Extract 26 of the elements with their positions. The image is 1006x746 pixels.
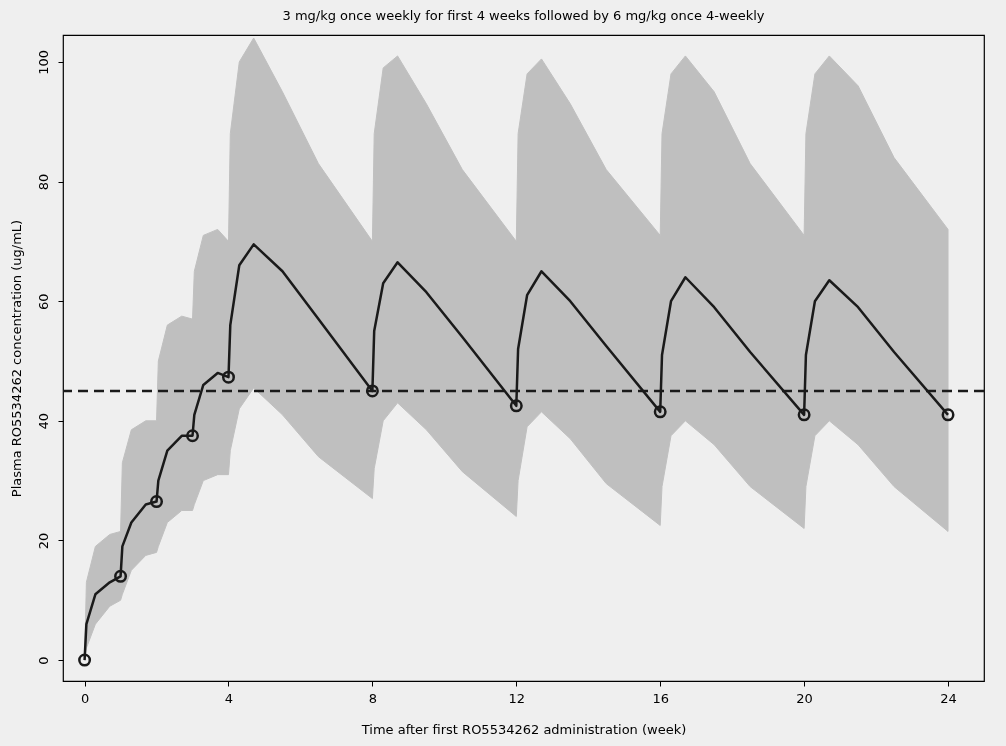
y-tick-label: 80 [35,173,51,191]
y-tick-label: 60 [35,293,51,310]
point [186,429,200,443]
chart-title: 3 mg/kg once weekly for first 4 weeks followed by 6 mg/kg once 4-weekly [282,8,765,23]
point [114,569,128,583]
x-axis-title: Time after first RO5534262 administration (week) [360,721,687,737]
y-tick-label: 40 [35,413,51,430]
x-tick-label: 4 [224,690,234,706]
x-tick-label: 24 [940,690,957,706]
point [653,405,667,419]
x-tick-label: 12 [508,690,526,706]
x-tick-label: 16 [652,690,669,706]
point [509,399,523,413]
y-tick-label: 100 [35,50,51,75]
y-tick-label: 0 [35,656,51,665]
point [365,384,379,398]
y-tick-label: 20 [35,532,51,550]
x-tick-label: 20 [796,690,813,706]
x-tick-label: 8 [368,690,378,706]
y-axis-title: Plasma RO5534262 concentration (ug/mL) [8,219,24,498]
point [150,495,164,509]
point [797,408,811,422]
point [941,408,955,422]
point [78,653,92,667]
x-tick-label: 0 [80,690,90,706]
point [222,370,235,384]
